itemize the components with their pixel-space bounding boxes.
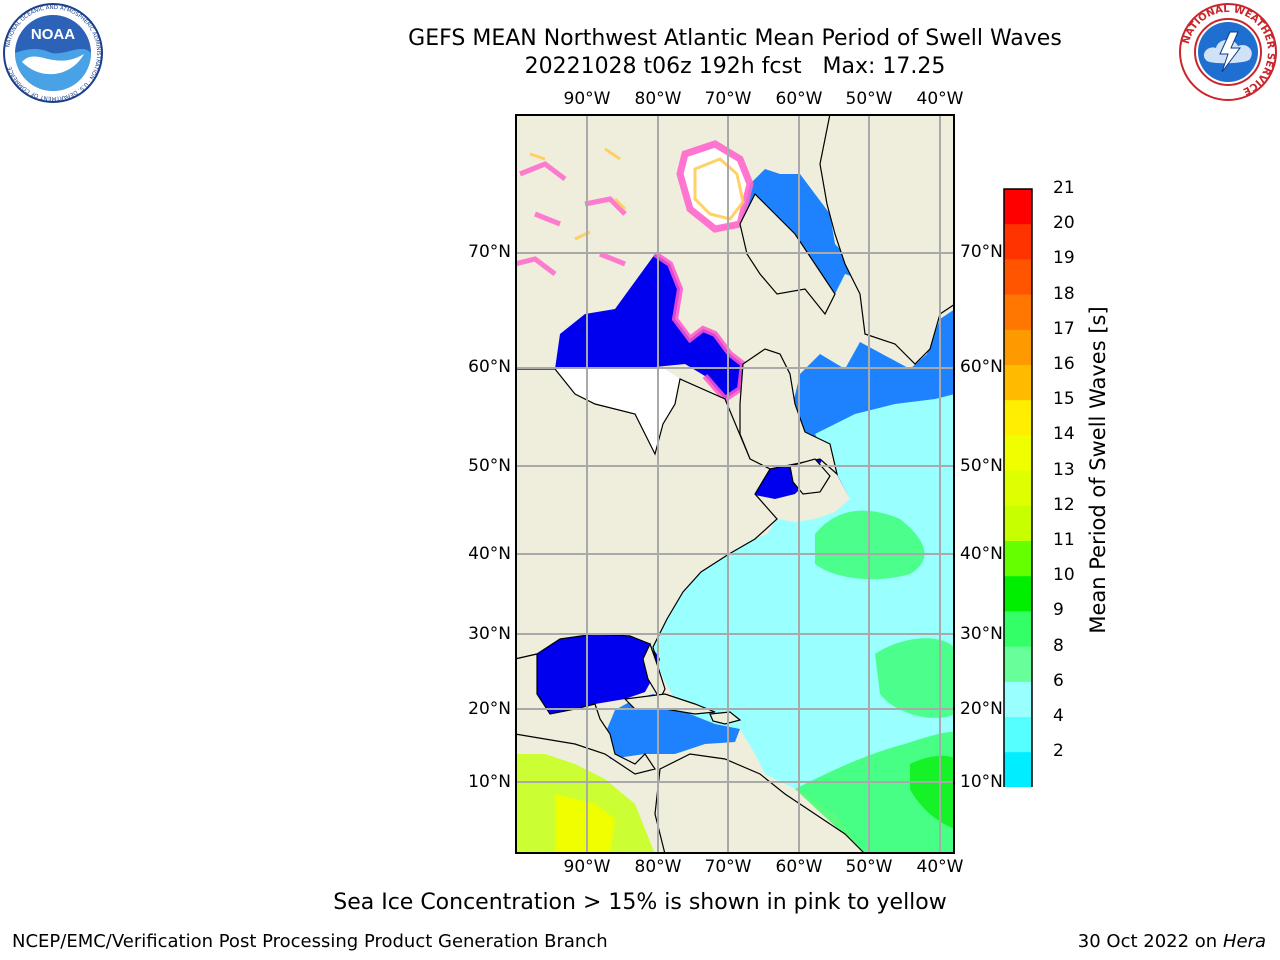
map-subtitle: 20221028 t06z 192h fcst Max: 17.25: [524, 54, 946, 79]
lat-label-right-30n: 30°N: [960, 624, 1003, 644]
lon-label-bottom-60w: 60°W: [775, 857, 823, 877]
footer-host: Hera: [1222, 931, 1266, 952]
greenland: [819, 114, 955, 365]
footer-date: 30 Oct 2022 on Hera: [1078, 931, 1266, 952]
colorbar-tick-label: 6: [1053, 670, 1064, 691]
colorbar-segment: [1004, 435, 1032, 472]
gulf-of-mexico: [537, 634, 660, 714]
map-title: GEFS MEAN Northwest Atlantic Mean Period…: [408, 26, 1062, 51]
graticule: [515, 114, 955, 854]
colorbar-segment: [1004, 470, 1032, 507]
green-swell-core: [910, 755, 955, 829]
sea-ice-caption: Sea Ice Concentration > 15% is shown in …: [333, 890, 947, 915]
green-swell-east: [875, 638, 955, 718]
colorbar-tick-label: 16: [1053, 354, 1075, 374]
sea-ice-islands: [515, 161, 627, 276]
colorbar-segment: [1004, 259, 1032, 296]
sea-ice-hudson-edge: [653, 251, 747, 403]
swell-period-map: [515, 114, 955, 854]
lon-label-top-50w: 50°W: [845, 89, 893, 109]
nws-logo: NATIONAL WEATHER SERVICE: [1179, 3, 1277, 101]
hispaniola: [709, 711, 742, 725]
lat-label-left-50n: 50°N: [468, 456, 511, 476]
colorbar-frame: [1003, 188, 1033, 787]
colorbar-segment: [1004, 224, 1032, 260]
map-frame: [515, 114, 955, 854]
colorbar-tick-label: 20: [1053, 213, 1075, 234]
caribbean-dark: [605, 694, 740, 759]
lon-label-top-80w: 80°W: [634, 89, 682, 109]
colorbar-tick-label: 15: [1053, 389, 1075, 410]
colorbar-tick-label: 11: [1053, 530, 1075, 550]
lat-label-left-10n: 10°N: [468, 772, 511, 792]
lat-label-left-40n: 40°N: [468, 544, 511, 564]
footer-date-text: 30 Oct 2022 on: [1077, 931, 1223, 952]
lat-label-right-70n: 70°N: [960, 242, 1003, 262]
colorbar-segment: [1004, 646, 1032, 683]
colorbar-tick-label: 21: [1053, 178, 1075, 198]
colorbar-tick-label: 2: [1053, 741, 1064, 762]
lon-label-top-90w: 90°W: [563, 89, 611, 109]
colorbar-segment: [1004, 189, 1032, 225]
lon-label-top-60w: 60°W: [775, 89, 823, 109]
colorbar: [1003, 188, 1033, 787]
lon-label-top-40w: 40°W: [916, 89, 964, 109]
colorbar-segment: [1004, 541, 1032, 577]
colorbar-tick-label: 17: [1053, 318, 1075, 339]
colorbar-tick-label: 14: [1053, 424, 1075, 445]
colorbar-tick-label: 13: [1053, 459, 1075, 480]
colorbar-segment: [1004, 329, 1032, 366]
mexico-central-america: [515, 653, 656, 775]
hudson-bay: [555, 254, 743, 399]
colorbar-segment: [1004, 752, 1032, 787]
colorbar-segment: [1004, 576, 1032, 612]
sea-ice-islands-yellow: [529, 147, 627, 241]
lon-label-bottom-70w: 70°W: [704, 857, 752, 877]
lat-label-left-70n: 70°N: [468, 242, 511, 262]
colorbar-segment: [1004, 611, 1032, 648]
lon-label-bottom-40w: 40°W: [916, 857, 964, 877]
lat-label-left-30n: 30°N: [468, 624, 511, 644]
colorbar-tick-label: 19: [1053, 248, 1075, 269]
lon-label-top-70w: 70°W: [704, 89, 752, 109]
lon-label-bottom-50w: 50°W: [845, 857, 893, 877]
lat-label-right-40n: 40°N: [960, 544, 1003, 564]
colorbar-tick-label: 8: [1053, 635, 1064, 656]
colorbar-segment: [1004, 505, 1032, 542]
colorbar-tick-label: 12: [1053, 494, 1075, 515]
colorbar-segment: [1004, 365, 1032, 401]
south-pacific-swell-bright: [555, 794, 615, 854]
noaa-logo-text: NOAA: [31, 26, 75, 43]
lon-label-bottom-80w: 80°W: [634, 857, 682, 877]
colorbar-tick-label: 4: [1053, 706, 1064, 726]
lat-label-left-60n: 60°N: [468, 357, 511, 377]
colorbar-tick-label: 18: [1053, 283, 1075, 304]
lat-label-right-10n: 10°N: [960, 772, 1003, 792]
colorbar-tick-label: 10: [1053, 565, 1075, 586]
lat-label-right-50n: 50°N: [960, 456, 1003, 476]
labrador-sea-dark: [793, 309, 955, 499]
lon-label-bottom-90w: 90°W: [563, 857, 611, 877]
colorbar-tick-label: 9: [1053, 600, 1064, 621]
colorbar-title: Mean Period of Swell Waves [s]: [1086, 306, 1110, 634]
colorbar-segment: [1004, 681, 1032, 718]
lat-label-right-20n: 20°N: [960, 699, 1003, 719]
colorbar-segment: [1004, 294, 1032, 331]
lat-label-left-20n: 20°N: [468, 699, 511, 719]
south-america-visible: [654, 753, 866, 854]
sea-ice-edge-yellow: [693, 157, 745, 221]
lat-label-right-60n: 60°N: [960, 357, 1003, 377]
footer-credit: NCEP/EMC/Verification Post Processing Pr…: [12, 931, 608, 952]
baffin-ice: [680, 144, 750, 229]
colorbar-segment: [1004, 400, 1032, 436]
colorbar-segment: [1004, 717, 1032, 753]
noaa-logo: NOAA NATIONAL OCEANIC AND ATMOSPHERIC AD…: [3, 3, 103, 103]
